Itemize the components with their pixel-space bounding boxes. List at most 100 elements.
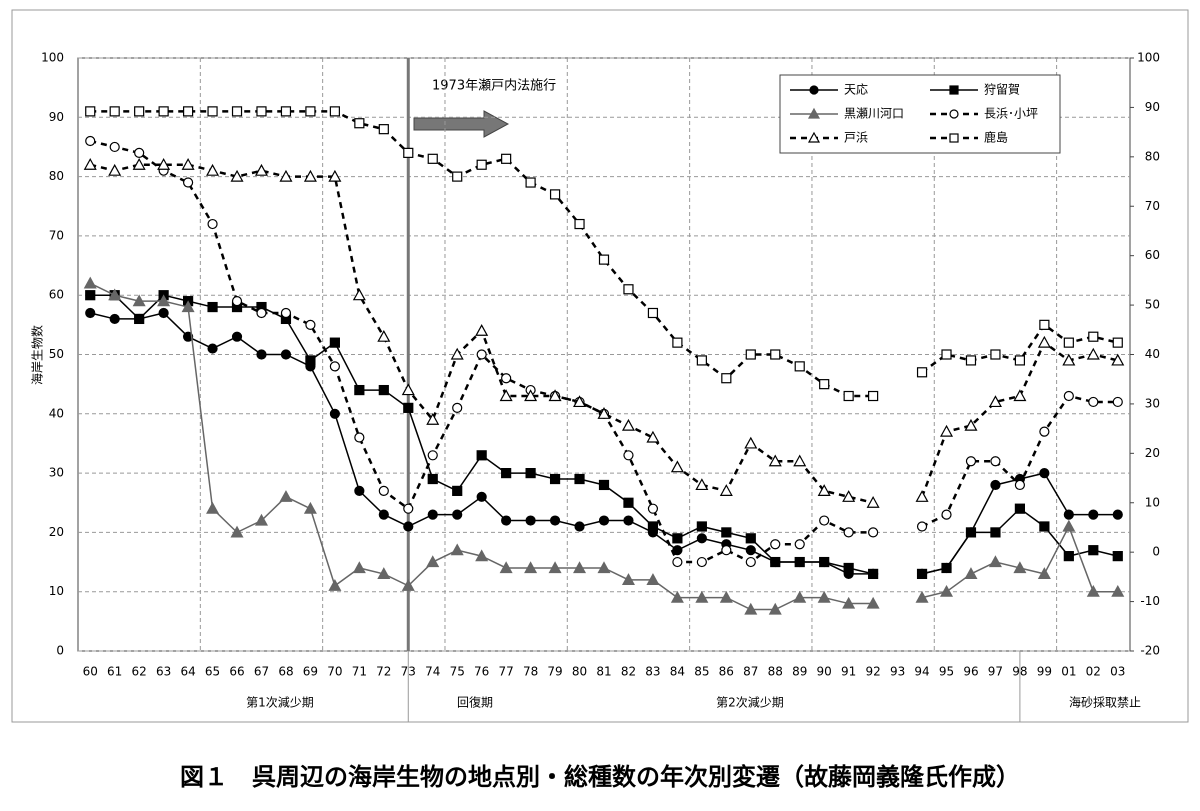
y2-tick-label: 80 <box>1145 149 1160 163</box>
marker <box>817 590 831 603</box>
marker <box>1014 503 1026 514</box>
marker <box>158 106 169 117</box>
x-tick-label: 69 <box>303 665 318 679</box>
marker <box>109 141 120 153</box>
marker <box>843 390 854 402</box>
marker <box>1112 509 1123 520</box>
marker <box>819 515 830 526</box>
marker <box>354 384 365 396</box>
x-tick-label: 64 <box>180 665 195 679</box>
marker <box>280 307 292 319</box>
marker <box>646 430 660 443</box>
marker <box>279 169 293 182</box>
x-tick-label: 75 <box>450 665 465 679</box>
x-tick-label: 65 <box>205 665 220 679</box>
marker <box>501 373 512 384</box>
marker <box>525 515 536 526</box>
marker <box>1013 389 1027 402</box>
marker <box>1063 509 1074 520</box>
y2-tick-label: 70 <box>1145 199 1160 213</box>
marker <box>965 355 977 366</box>
marker <box>329 361 340 372</box>
marker <box>377 329 391 342</box>
marker <box>1112 337 1123 348</box>
marker <box>85 307 96 319</box>
marker <box>427 509 438 520</box>
marker <box>793 454 807 467</box>
period-label: 海砂採取禁止 <box>1069 695 1141 710</box>
x-tick-label: 85 <box>694 665 709 679</box>
x-tick-label: 01 <box>1061 665 1076 679</box>
marker <box>1063 337 1074 348</box>
marker <box>230 169 244 182</box>
marker <box>770 349 781 360</box>
marker <box>1037 335 1051 348</box>
marker <box>280 106 292 117</box>
marker <box>377 567 391 580</box>
y-tick-label: 10 <box>49 584 64 598</box>
y2-tick-label: -20 <box>1140 644 1160 658</box>
x-tick-label: 86 <box>719 665 734 679</box>
marker <box>475 324 489 336</box>
marker <box>695 478 709 491</box>
marker <box>949 109 959 119</box>
y-tick-label: 80 <box>49 169 64 183</box>
marker <box>794 361 805 372</box>
marker <box>134 147 145 158</box>
x-tick-label: 03 <box>1110 665 1125 679</box>
marker <box>768 454 782 467</box>
marker <box>939 584 954 597</box>
marker <box>721 373 732 384</box>
marker <box>744 436 758 449</box>
x-tick-label: 96 <box>963 665 978 679</box>
marker <box>452 509 463 520</box>
marker <box>866 596 880 609</box>
marker <box>1111 584 1125 597</box>
y2-tick-label: 30 <box>1145 396 1160 410</box>
marker <box>403 402 414 413</box>
marker <box>1088 331 1099 342</box>
x-tick-label: 63 <box>156 665 171 679</box>
marker <box>745 556 756 568</box>
marker <box>696 355 707 366</box>
marker <box>279 490 293 502</box>
y-tick-label: 0 <box>56 644 64 658</box>
marker <box>182 177 194 188</box>
marker <box>916 367 928 378</box>
marker <box>1039 319 1050 330</box>
marker <box>452 402 463 413</box>
y-tick-label: 20 <box>49 525 64 539</box>
legend-label: 戸浜 <box>844 131 868 145</box>
x-tick-label: 68 <box>278 665 293 679</box>
marker <box>647 521 659 532</box>
marker <box>254 513 269 526</box>
marker <box>990 527 1001 538</box>
marker <box>842 490 856 502</box>
marker <box>329 337 340 348</box>
marker <box>770 556 781 568</box>
legend-label: 天応 <box>844 83 868 97</box>
marker <box>476 349 487 360</box>
marker <box>916 521 928 532</box>
marker <box>378 124 389 135</box>
marker <box>157 157 171 170</box>
y-tick-label: 60 <box>49 288 64 302</box>
marker <box>83 157 97 170</box>
marker <box>354 485 365 496</box>
marker <box>941 349 952 360</box>
legend-label: 長浜･小坪 <box>984 107 1038 121</box>
marker <box>1086 584 1100 597</box>
marker <box>427 450 438 461</box>
x-tick-label: 99 <box>1037 665 1052 679</box>
marker <box>426 412 440 425</box>
marker <box>647 307 659 319</box>
marker <box>672 533 683 544</box>
marker <box>476 159 487 170</box>
marker <box>807 107 821 119</box>
marker <box>965 456 977 467</box>
marker <box>1088 545 1099 556</box>
marker <box>843 527 854 538</box>
marker <box>696 556 707 568</box>
marker <box>354 432 365 443</box>
